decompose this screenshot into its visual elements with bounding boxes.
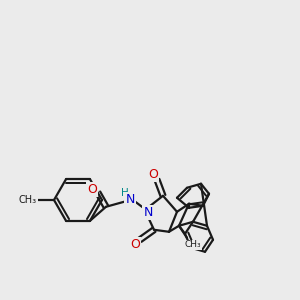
Text: O: O	[87, 183, 97, 196]
Text: H: H	[121, 188, 129, 198]
Text: CH₃: CH₃	[185, 240, 201, 249]
Text: O: O	[130, 238, 140, 251]
Text: CH₃: CH₃	[19, 195, 37, 205]
Text: O: O	[148, 168, 158, 181]
Text: N: N	[143, 206, 153, 219]
Text: N: N	[125, 193, 135, 206]
